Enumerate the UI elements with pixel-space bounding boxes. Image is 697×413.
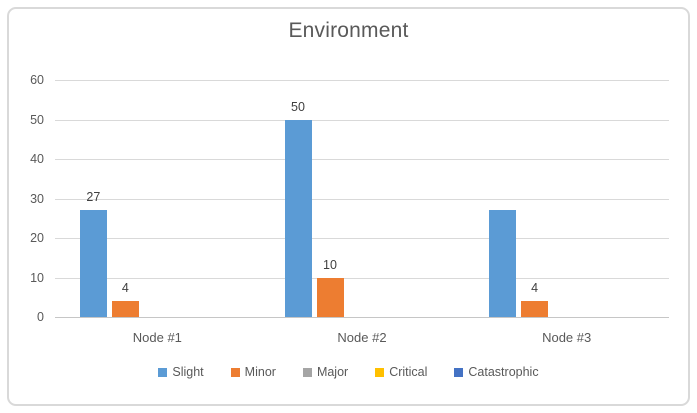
bar-data-label: 50 — [291, 99, 305, 114]
legend: Slight Minor Major Critical Catastrophic — [0, 362, 697, 382]
y-axis-tick-label: 50 — [30, 112, 44, 127]
chart-title: Environment — [288, 19, 409, 42]
legend-swatch-icon — [454, 367, 464, 377]
chart-frame — [7, 7, 690, 406]
legend-swatch-icon — [375, 367, 385, 377]
legend-swatch-icon — [230, 367, 240, 377]
bar-data-label: 10 — [323, 257, 337, 272]
legend-item-major: Major — [302, 365, 349, 379]
gridline — [55, 80, 669, 81]
bar-data-label: 4 — [531, 281, 539, 296]
y-axis-tick-label: 10 — [30, 270, 44, 285]
legend-label: Catastrophic — [468, 365, 539, 379]
x-axis-category-label: Node #3 — [542, 330, 592, 345]
bar-slight — [284, 119, 312, 317]
bar-slight — [489, 210, 517, 317]
x-axis-category-label: Node #1 — [132, 330, 182, 345]
y-axis-tick-label: 20 — [30, 231, 44, 245]
gridline — [55, 317, 669, 318]
y-axis-tick-label: 60 — [30, 73, 44, 87]
legend-swatch-icon — [158, 367, 168, 377]
legend-item-catastrophic: Catastrophic — [454, 365, 539, 379]
bar-data-label: 27 — [86, 190, 101, 205]
gridline — [55, 159, 669, 160]
y-axis-tick-label: 40 — [30, 152, 44, 166]
legend-label: Major — [316, 365, 349, 379]
bar-minor — [111, 301, 139, 317]
bar-minor — [521, 301, 549, 317]
legend-item-minor: Minor — [230, 365, 276, 379]
bar-minor — [316, 277, 344, 317]
x-axis-category-label: Node #2 — [337, 330, 387, 345]
legend-label: Minor — [244, 365, 276, 379]
y-axis-tick-label: 0 — [37, 310, 44, 324]
bar-data-label: 4 — [121, 281, 129, 296]
legend-item-slight: Slight — [158, 365, 204, 379]
y-axis-tick-label: 30 — [30, 191, 44, 206]
gridline — [55, 277, 669, 279]
gridline — [55, 238, 669, 239]
bar-slight — [79, 210, 107, 317]
legend-swatch-icon — [302, 367, 312, 377]
legend-label: Slight — [172, 365, 204, 379]
gridline — [55, 198, 669, 200]
gridline — [55, 119, 669, 121]
legend-label: Critical — [389, 365, 428, 379]
legend-item-critical: Critical — [375, 365, 427, 379]
